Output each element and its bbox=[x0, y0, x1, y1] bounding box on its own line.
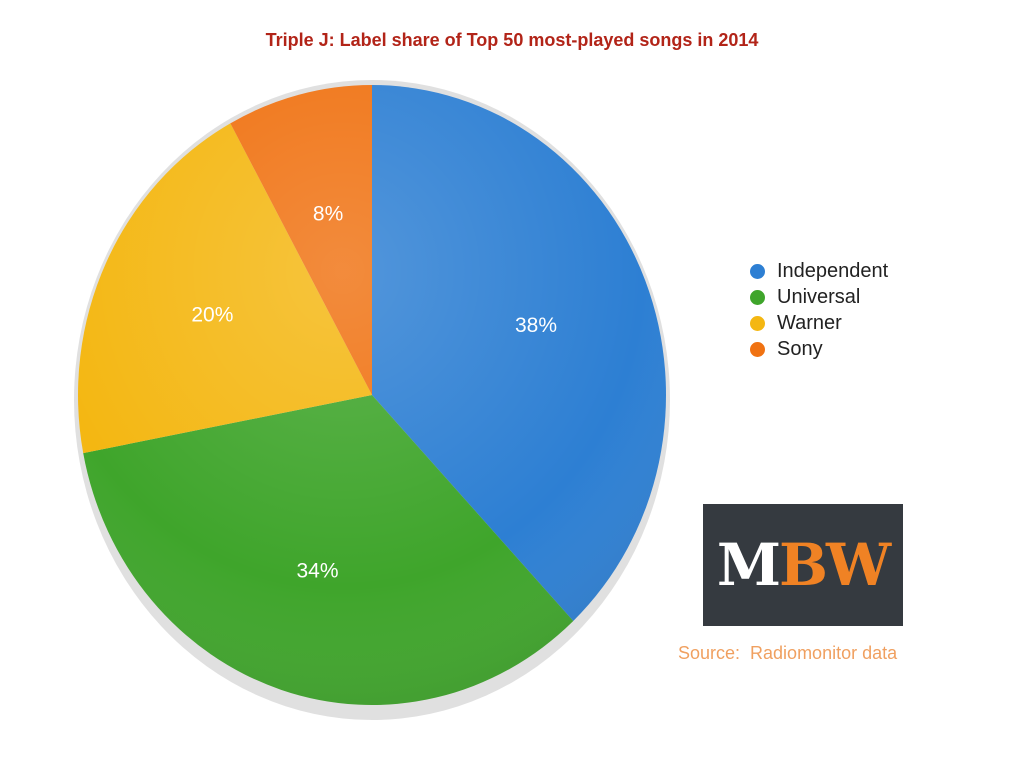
legend: Independent Universal Warner Sony bbox=[750, 258, 888, 362]
chart-title: Triple J: Label share of Top 50 most-pla… bbox=[265, 30, 759, 50]
legend-label: Sony bbox=[777, 337, 823, 360]
legend-label: Warner bbox=[777, 311, 842, 334]
legend-label: Independent bbox=[777, 259, 889, 282]
slice-label-sony: 8% bbox=[313, 202, 343, 225]
legend-swatch bbox=[750, 341, 765, 357]
legend-item-sony: Sony bbox=[750, 336, 888, 362]
source-note: Source: Radiomonitor data bbox=[678, 643, 898, 663]
legend-swatch bbox=[750, 289, 765, 305]
legend-item-universal: Universal bbox=[750, 284, 888, 310]
logo-letters-bw: BW bbox=[779, 531, 891, 599]
slice-label-universal: 34% bbox=[296, 559, 338, 582]
logo-letter-m: M bbox=[716, 531, 781, 599]
slice-label-warner: 20% bbox=[191, 303, 233, 326]
slice-label-independent: 38% bbox=[515, 314, 557, 337]
legend-label: Universal bbox=[777, 285, 861, 308]
pie-highlight bbox=[78, 85, 666, 705]
legend-item-independent: Independent bbox=[750, 258, 888, 284]
legend-swatch bbox=[750, 315, 765, 331]
mbw-logo: M BW bbox=[703, 504, 903, 626]
legend-item-warner: Warner bbox=[750, 310, 888, 336]
legend-swatch bbox=[750, 263, 765, 279]
